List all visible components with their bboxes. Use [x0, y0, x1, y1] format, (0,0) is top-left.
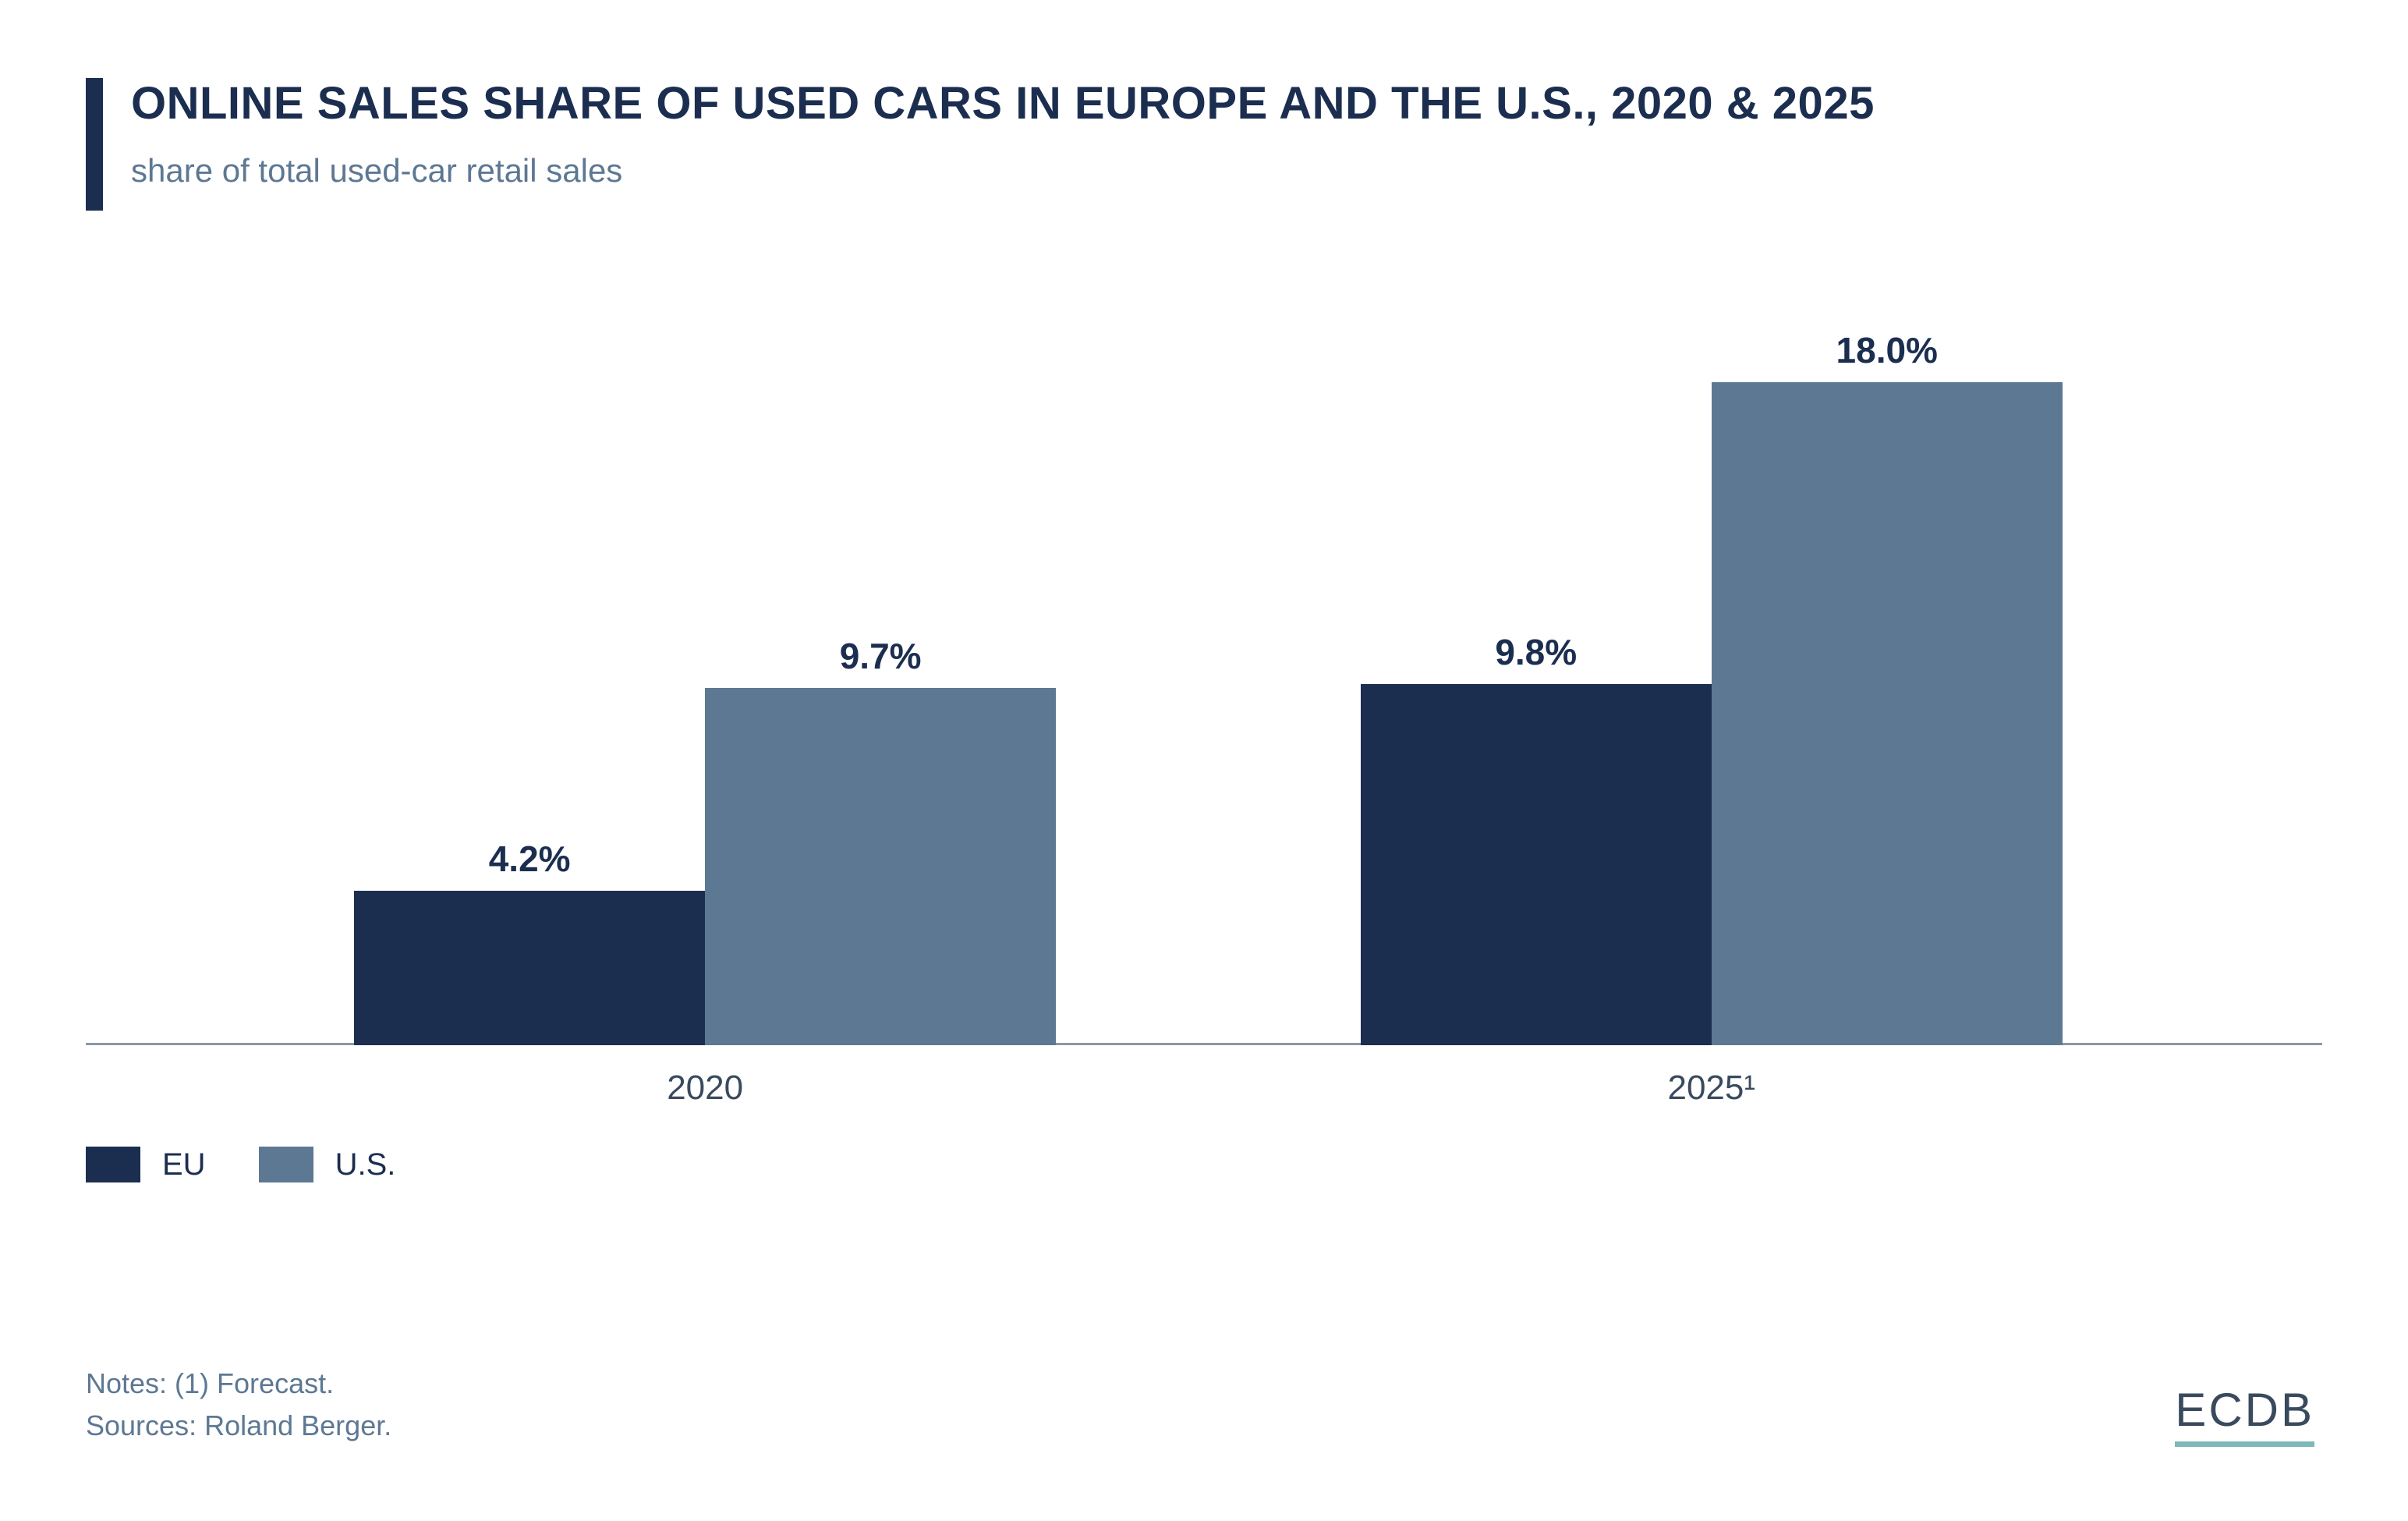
chart-area: 4.2%9.7%20209.8%18.0%2025¹ [86, 367, 2322, 1108]
bar-group: 4.2%9.7% [354, 688, 1056, 1045]
chart-title: ONLINE SALES SHARE OF USED CARS IN EUROP… [131, 78, 2322, 130]
legend-swatch [259, 1147, 313, 1182]
bar-group: 9.8%18.0% [1361, 382, 2063, 1045]
footer-notes: Notes: (1) Forecast. Sources: Roland Ber… [86, 1363, 391, 1447]
brand-logo: ECDB [2175, 1383, 2314, 1447]
bar-value-label: 4.2% [489, 838, 571, 880]
bar-value-label: 18.0% [1836, 329, 1938, 371]
legend: EU U.S. [86, 1147, 2322, 1182]
bar-value-label: 9.8% [1495, 631, 1577, 673]
notes-text: Notes: (1) Forecast. [86, 1363, 391, 1405]
logo-text: ECDB [2175, 1383, 2314, 1437]
title-block: ONLINE SALES SHARE OF USED CARS IN EUROP… [131, 78, 2322, 190]
bar: 9.8% [1361, 684, 1712, 1045]
accent-bar [86, 78, 103, 211]
sources-text: Sources: Roland Berger. [86, 1405, 391, 1447]
bar: 9.7% [705, 688, 1056, 1045]
bar: 4.2% [354, 891, 705, 1045]
chart-subtitle: share of total used-car retail sales [131, 152, 2322, 190]
legend-label: EU [162, 1147, 206, 1182]
logo-underline [2175, 1441, 2314, 1447]
x-axis-label: 2020 [667, 1069, 743, 1108]
legend-label: U.S. [335, 1147, 396, 1182]
header: ONLINE SALES SHARE OF USED CARS IN EUROP… [86, 78, 2322, 211]
bar-value-label: 9.7% [840, 635, 922, 677]
legend-swatch [86, 1147, 140, 1182]
x-axis-label: 2025¹ [1667, 1069, 1755, 1108]
bar: 18.0% [1712, 382, 2063, 1045]
